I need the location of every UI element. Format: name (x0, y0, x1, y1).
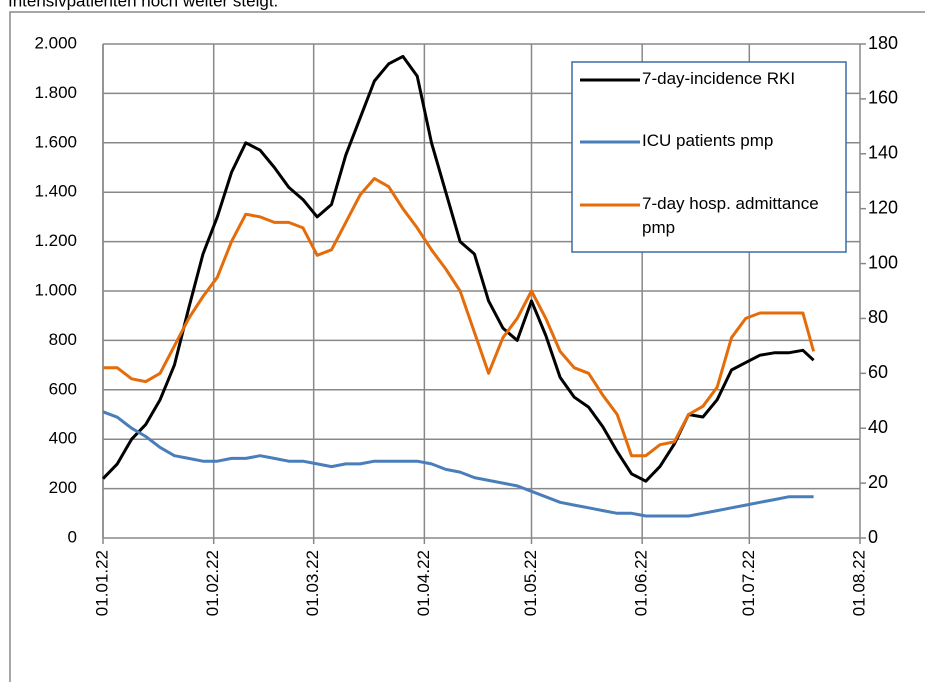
legend-label: ICU patients pmp (642, 131, 773, 150)
y2-tick-label: 60 (868, 362, 888, 382)
x-tick-label: 01.03.22 (303, 550, 322, 616)
y-tick-label: 400 (49, 429, 77, 448)
legend-label: 7-day-incidence RKI (642, 69, 795, 88)
x-tick-label: 01.06.22 (632, 550, 651, 616)
y2-tick-label: 20 (868, 472, 888, 492)
caption: Intensivpatienten noch weiter steigt. (8, 0, 278, 10)
series-line (103, 177, 816, 458)
x-tick-label: 01.05.22 (521, 550, 540, 616)
y2-tick-label: 160 (868, 88, 898, 108)
y-tick-label: 1.200 (34, 231, 77, 250)
y2-tick-label: 120 (868, 197, 898, 217)
legend-line: pmp (642, 218, 675, 237)
legend-line: ICU patients pmp (642, 131, 773, 150)
x-tick-label: 01.07.22 (739, 550, 758, 616)
legend-box (571, 61, 847, 253)
legend-label: 7-day hosp. admittance pmp (642, 194, 819, 237)
x-tick-label: 01.08.22 (849, 550, 868, 616)
y2-tick-label: 100 (868, 252, 898, 272)
y2-tick-label: 0 (868, 527, 878, 547)
y2-tick-label: 80 (868, 307, 888, 327)
legend: 7-day-incidence RKI ICU patients pmp 7-day… (571, 61, 847, 253)
y-tick-label: 1.800 (34, 83, 77, 102)
y-tick-label: 2.000 (34, 33, 77, 52)
y-tick-label: 0 (68, 527, 77, 546)
x-tick-label: 01.04.22 (414, 550, 433, 616)
series-line (101, 54, 815, 483)
series-line (102, 410, 814, 518)
y-tick-label: 1.600 (34, 132, 77, 151)
y-tick-label: 1.000 (34, 280, 77, 299)
y-tick-label: 200 (49, 478, 77, 497)
y2-tick-label: 180 (868, 33, 898, 53)
y2-tick-label: 40 (868, 417, 888, 437)
x-tick-label: 01.02.22 (203, 550, 222, 616)
legend-line: 7-day-incidence RKI (642, 69, 795, 88)
y-tick-label: 600 (49, 379, 77, 398)
y-tick-label: 1.400 (34, 182, 77, 201)
legend-line: 7-day hosp. admittance (642, 194, 819, 213)
x-tick-label: 01.01.22 (92, 550, 111, 616)
y2-tick-label: 140 (868, 143, 898, 163)
y-tick-label: 800 (49, 330, 77, 349)
chart-frame (9, 11, 925, 682)
